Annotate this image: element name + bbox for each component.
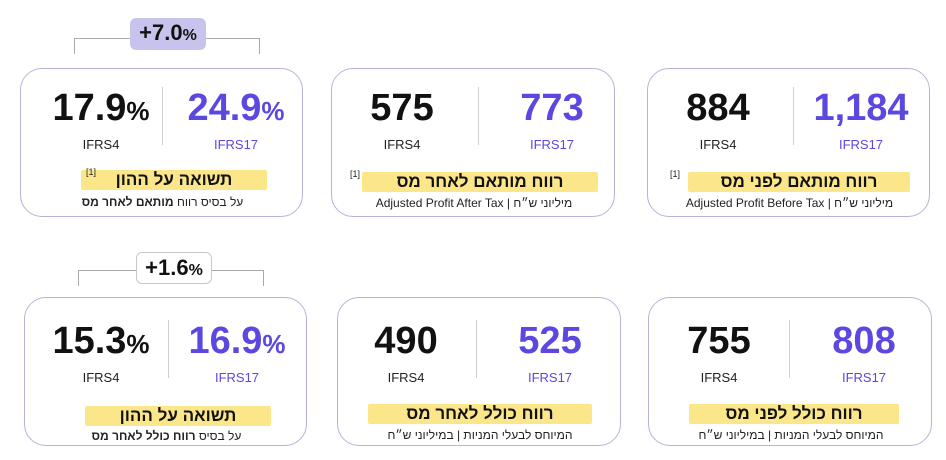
- before-tax-divider: [793, 87, 794, 145]
- roe-note: [1]: [86, 167, 97, 177]
- roe-total-divider: [168, 320, 169, 378]
- roe-ifrs4-label: IFRS4: [82, 137, 120, 152]
- roe-change-badge-top: +7.0%: [130, 18, 206, 50]
- after-tax-ifrs4-label: IFRS4: [383, 137, 421, 152]
- total-after-tax-ifrs4-value: 490: [374, 320, 438, 362]
- total-after-tax-footer: המיוחס לבעלי המניות | במיליוני ש״ח: [387, 428, 573, 442]
- before-tax-ifrs4-label: IFRS4: [699, 137, 737, 152]
- roe-adjusted-card: 24.9% IFRS17 17.9% IFRS4 תשואה על ההון […: [20, 68, 303, 217]
- roe-divider: [162, 87, 163, 145]
- roe-total-ifrs4-label: IFRS4: [82, 370, 120, 385]
- before-tax-ifrs4-value: 884: [686, 87, 750, 129]
- total-before-tax-title: רווח כולל לפני מס: [725, 404, 863, 423]
- after-tax-footer: Adjusted Profit After Tax | מיליוני ש״ח: [375, 196, 573, 210]
- before-tax-title-highlight: [688, 172, 910, 192]
- roe-total-title-highlight: [85, 406, 271, 426]
- roe-ifrs17-label: IFRS17: [213, 137, 259, 152]
- before-tax-ifrs17-label: IFRS17: [838, 137, 884, 152]
- roe-title: תשואה על ההון: [115, 170, 233, 189]
- roe-total-ifrs4-value: 15.3%: [52, 320, 150, 362]
- total-profit-after-tax-card: 525 IFRS17 490 IFRS4 רווח כולל לאחר מס ה…: [337, 297, 621, 446]
- total-profit-before-tax-card: 808 IFRS17 755 IFRS4 רווח כולל לפני מס ה…: [648, 297, 932, 446]
- after-tax-ifrs17-label: IFRS17: [529, 137, 575, 152]
- total-after-tax-divider: [476, 320, 477, 378]
- roe-total-footer: על בסיס רווח כולל לאחר מס: [91, 429, 242, 443]
- total-before-tax-ifrs4-value: 755: [687, 320, 751, 362]
- total-after-tax-title: רווח כולל לאחר מס: [406, 404, 554, 423]
- total-before-tax-footer: המיוחס לבעלי המניות | במיליוני ש״ח: [698, 428, 884, 442]
- total-before-tax-ifrs4-label: IFRS4: [700, 370, 738, 385]
- after-tax-title-highlight: [362, 172, 598, 192]
- after-tax-note: [1]: [350, 169, 361, 179]
- total-after-tax-title-highlight: [368, 404, 592, 424]
- roe-total-card: 16.9% IFRS17 15.3% IFRS4 תשואה על ההון ע…: [24, 297, 307, 446]
- roe-total-ifrs17-value: 16.9%: [188, 320, 286, 362]
- total-before-tax-divider: [789, 320, 790, 378]
- roe-total-title: תשואה על ההון: [119, 406, 237, 425]
- total-before-tax-ifrs17-label: IFRS17: [841, 370, 887, 385]
- roe-ifrs17-value: 24.9%: [187, 87, 285, 129]
- adjusted-profit-before-tax-card: 1,184 IFRS17 884 IFRS4 רווח מותאם לפני מ…: [647, 68, 930, 217]
- roe-title-highlight: [81, 170, 267, 190]
- after-tax-divider: [478, 87, 479, 145]
- total-after-tax-ifrs4-label: IFRS4: [387, 370, 425, 385]
- before-tax-title: רווח מותאם לפני מס: [720, 172, 878, 191]
- roe-total-ifrs17-label: IFRS17: [214, 370, 260, 385]
- after-tax-ifrs17-value: 773: [520, 87, 584, 129]
- adjusted-profit-after-tax-card: 773 IFRS17 575 IFRS4 רווח מותאם לאחר מס …: [331, 68, 615, 217]
- total-after-tax-ifrs17-label: IFRS17: [527, 370, 573, 385]
- roe-footer: על בסיס רווח מותאם לאחר מס: [81, 195, 244, 209]
- before-tax-ifrs17-value: 1,184: [813, 87, 909, 129]
- total-before-tax-ifrs17-value: 808: [832, 320, 896, 362]
- roe-change-badge-bottom: +1.6%: [136, 252, 212, 284]
- total-before-tax-title-highlight: [689, 404, 899, 424]
- total-after-tax-ifrs17-value: 525: [518, 320, 582, 362]
- after-tax-ifrs4-value: 575: [370, 87, 434, 129]
- before-tax-footer: Adjusted Profit Before Tax | מיליוני ש״ח: [685, 196, 894, 210]
- before-tax-note: [1]: [670, 169, 681, 179]
- after-tax-title: רווח מותאם לאחר מס: [396, 172, 564, 191]
- roe-ifrs4-value: 17.9%: [52, 87, 150, 129]
